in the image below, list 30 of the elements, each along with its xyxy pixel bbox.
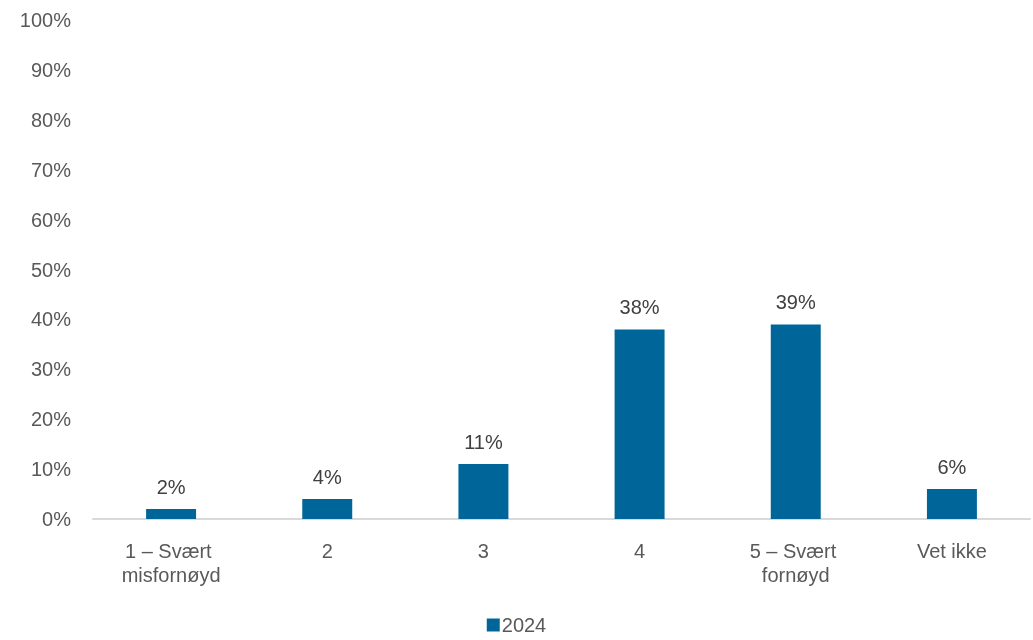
y-tick-label: 40% [30,308,72,331]
data-label: 38% [619,296,660,319]
data-label: 4% [312,466,342,489]
y-tick-label: 70% [30,158,72,181]
x-tick-label: 5 – Svært fornøyd [749,540,842,586]
y-tick-label: 90% [30,58,72,81]
y-tick-label: 10% [30,458,72,481]
data-label: 39% [775,291,816,314]
bar [146,509,197,519]
y-tick-label: 60% [30,208,72,231]
y-tick-label: 0% [42,508,72,530]
y-tick-label: 100% [19,9,72,31]
legend-label: 2024 [501,614,547,636]
x-tick-label: 1 – Svært misfornøyd [121,540,221,586]
y-tick-label: 20% [30,408,72,431]
y-tick-label: 30% [30,358,72,381]
x-tick-label: Vet ikke [916,540,987,562]
bar [770,324,821,519]
x-tick-label: 2 [321,540,333,562]
data-label: 11% [464,431,503,454]
y-tick-label: 80% [30,108,72,131]
bar [302,499,353,519]
bar [458,464,509,519]
bar [614,329,665,519]
bar [926,489,977,519]
x-tick-label: 3 [477,540,489,562]
y-tick-label: 50% [30,258,72,281]
data-label: 6% [937,456,967,479]
x-tick-label: 4 [634,540,646,562]
data-label: 2% [156,476,186,499]
